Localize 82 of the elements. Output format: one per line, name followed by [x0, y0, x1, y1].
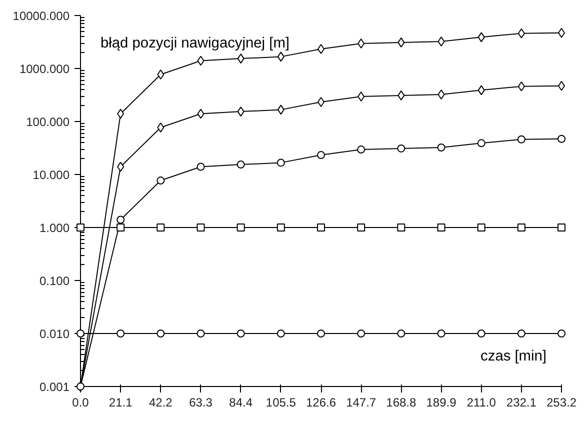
point [76, 382, 84, 390]
point [477, 224, 486, 232]
point [317, 330, 325, 338]
y-tick-label: 10.000 [32, 168, 70, 182]
point [276, 158, 285, 167]
point [197, 108, 204, 119]
point [517, 330, 526, 338]
point [357, 224, 366, 232]
y-tick-label: 0.100 [39, 274, 70, 288]
point [358, 92, 365, 102]
point [437, 224, 446, 232]
point [237, 106, 244, 117]
y-tick-label: 100.000 [26, 115, 70, 129]
point [357, 146, 366, 154]
point [398, 37, 405, 48]
point [116, 330, 125, 338]
x-tick-label: 84.4 [229, 396, 253, 410]
y-tick-label: 10000.000 [12, 9, 70, 23]
point [276, 330, 285, 338]
point [478, 85, 485, 96]
point [518, 28, 525, 38]
point [558, 330, 566, 338]
point [477, 330, 486, 338]
x-tick-label: 0.0 [72, 396, 90, 410]
y-tick-label: 0.010 [39, 327, 70, 341]
point [357, 330, 366, 338]
point [478, 32, 485, 42]
point [156, 330, 165, 338]
y-tick-label: 1.000 [39, 221, 70, 235]
point [438, 90, 445, 100]
y-tick-label: 0.001 [39, 380, 70, 394]
point [196, 330, 205, 338]
point [518, 81, 525, 92]
point [437, 144, 446, 152]
point [117, 162, 124, 172]
point [196, 162, 205, 171]
point [76, 224, 84, 232]
x-tick-label: 105.5 [266, 396, 296, 410]
point [517, 135, 526, 144]
point [438, 36, 445, 47]
point [517, 224, 526, 232]
point [157, 122, 164, 133]
point [558, 224, 566, 232]
point [196, 224, 205, 232]
point [117, 108, 124, 119]
point [317, 151, 325, 160]
point [358, 38, 365, 49]
y-tick-label: 1000.000 [19, 62, 70, 76]
point [558, 134, 566, 143]
y-axis-title: błąd pozycji nawigacyjnej [m] [100, 36, 290, 52]
point [236, 224, 245, 232]
x-tick-label: 126.6 [306, 396, 336, 410]
x-tick-label: 21.1 [108, 396, 133, 410]
point [398, 90, 405, 100]
x-tick-label: 211.0 [466, 396, 496, 410]
x-axis-title: czas [min] [480, 348, 546, 364]
point [397, 144, 406, 152]
x-tick-label: 168.8 [386, 396, 417, 410]
point [236, 330, 245, 338]
point [276, 224, 285, 232]
x-tick-label: 253.2 [546, 396, 577, 410]
point [397, 224, 406, 232]
point [317, 224, 325, 232]
point [277, 52, 284, 62]
point [156, 224, 165, 232]
point [76, 330, 84, 338]
point [477, 139, 486, 148]
x-tick-label: 147.7 [346, 396, 376, 410]
point [157, 70, 164, 80]
point [236, 160, 245, 169]
point [197, 56, 204, 66]
point [156, 176, 165, 185]
x-tick-label: 42.2 [148, 396, 173, 410]
point [116, 216, 125, 224]
point [437, 330, 446, 338]
point [237, 54, 244, 64]
x-tick-label: 63.3 [189, 396, 213, 410]
x-tick-label: 189.9 [426, 396, 457, 410]
point [397, 330, 406, 338]
point [277, 104, 284, 115]
point [116, 224, 125, 232]
x-tick-label: 232.1 [506, 396, 537, 410]
